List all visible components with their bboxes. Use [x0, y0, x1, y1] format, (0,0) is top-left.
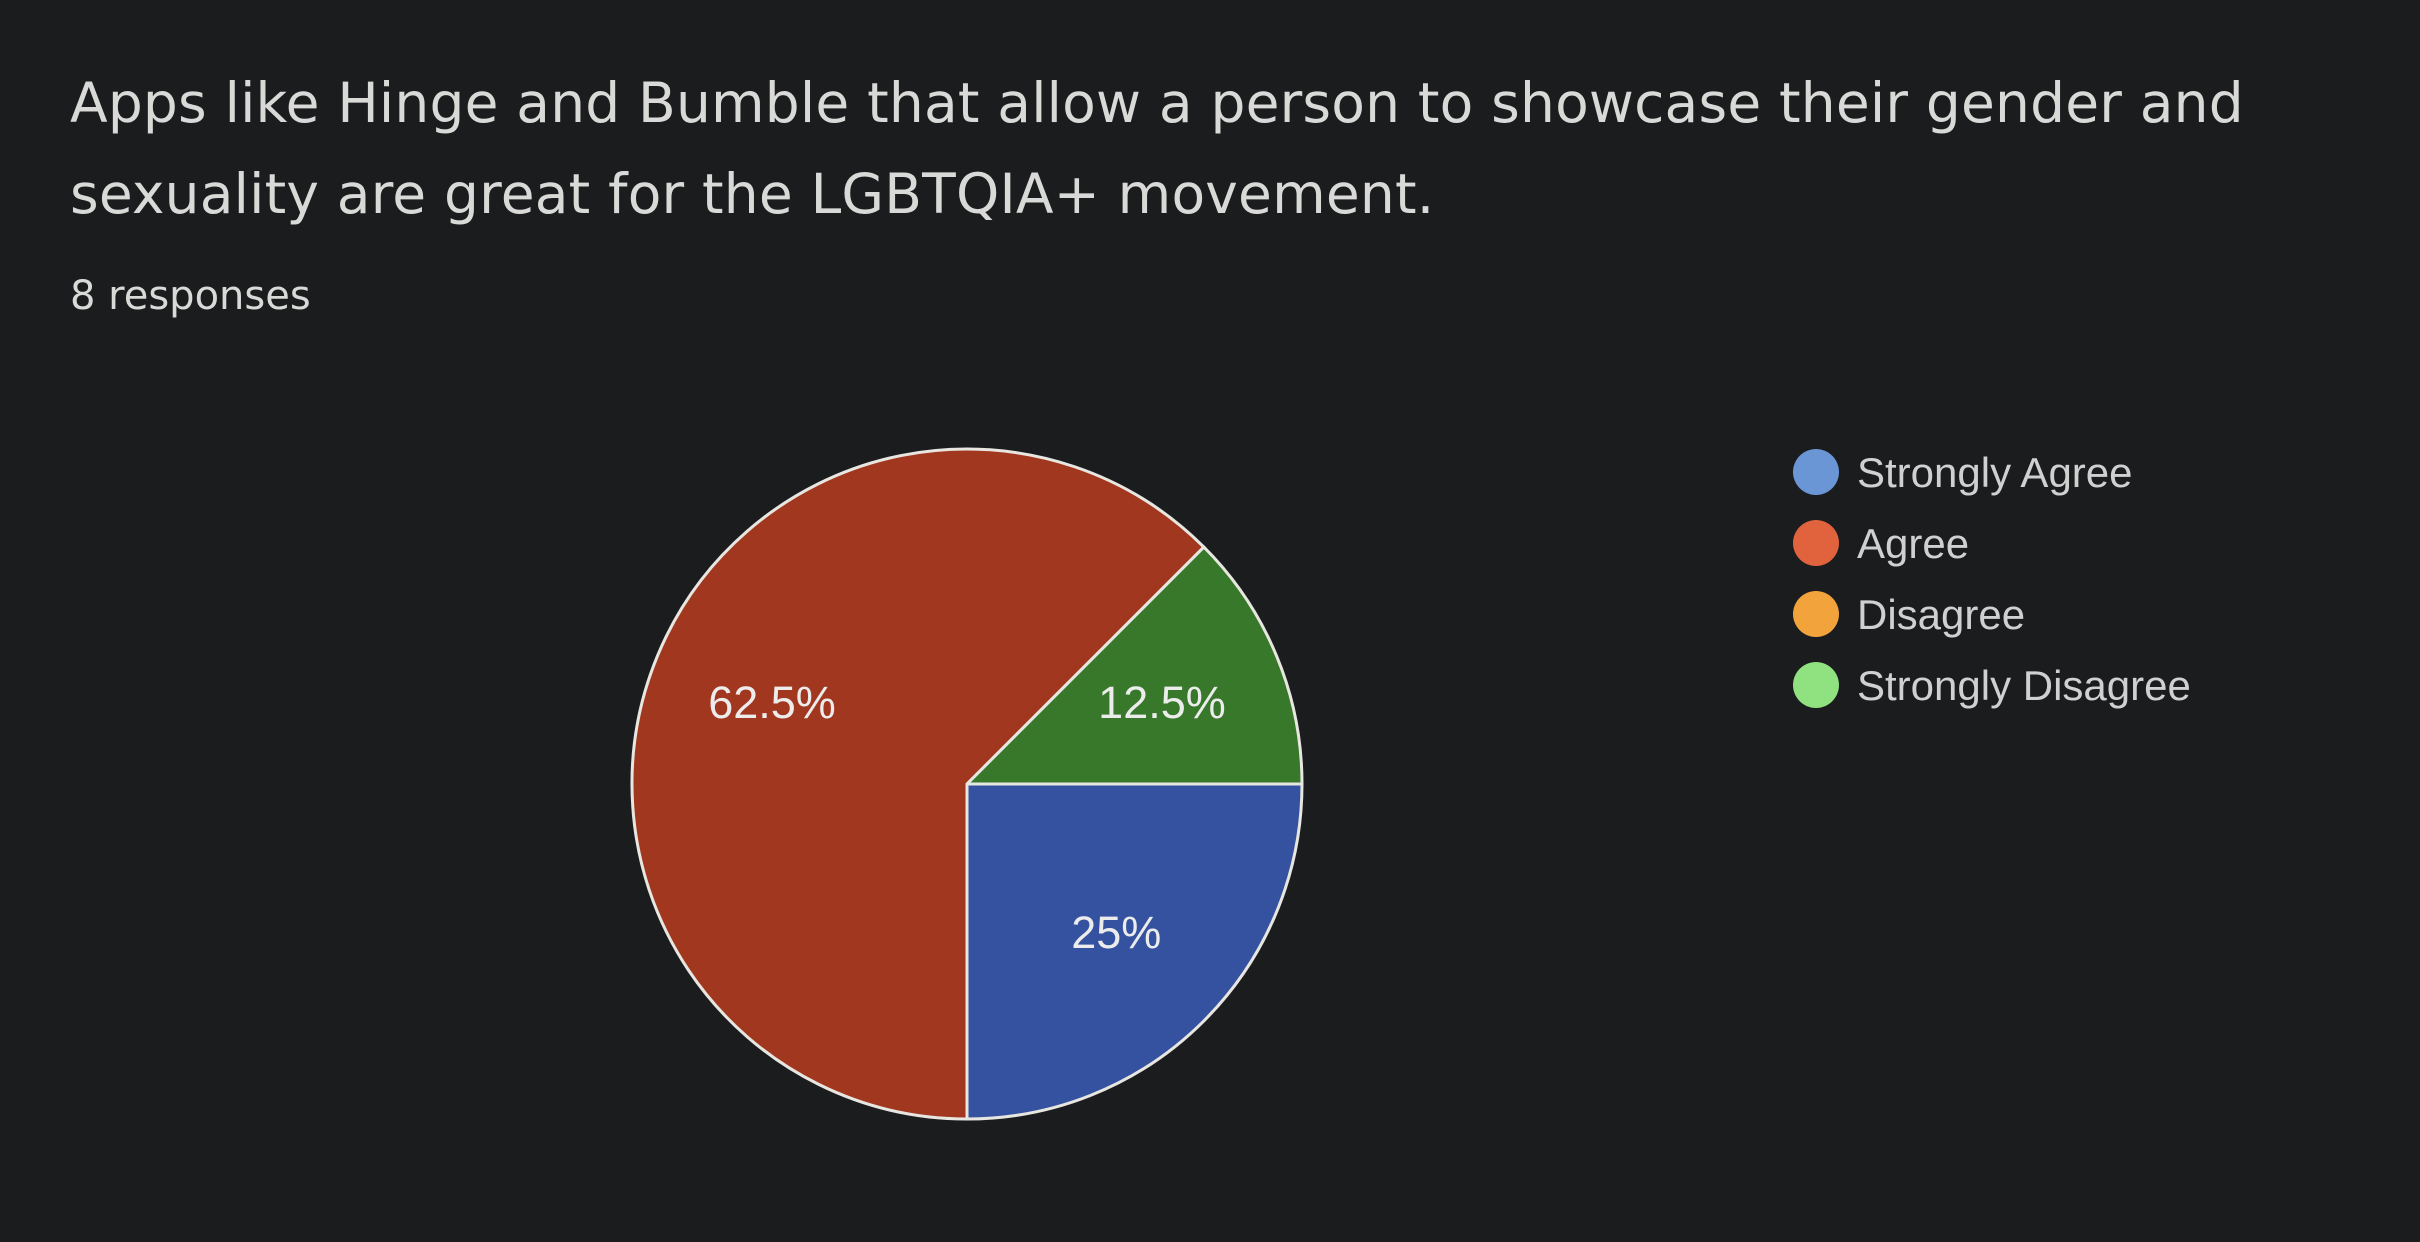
slice-label-agree: 62.5%: [708, 677, 836, 728]
pie-slice-strongly-agree[interactable]: [965, 782, 1304, 1121]
legend-swatch: [1793, 662, 1839, 708]
legend-item-strongly-agree[interactable]: Strongly Agree: [1793, 449, 2133, 496]
legend-swatch: [1793, 520, 1839, 566]
pie-slices: [630, 447, 1304, 1121]
pie-slice-agree[interactable]: [630, 447, 1206, 1121]
slice-label-strongly-disagree: 12.5%: [1098, 677, 1226, 728]
chart-legend: Strongly Agree Agree Disagree Strongly Disa…: [1793, 449, 2191, 709]
legend-label: Disagree: [1857, 591, 2025, 638]
legend-swatch: [1793, 449, 1839, 495]
legend-item-disagree[interactable]: Disagree: [1793, 591, 2025, 638]
legend-swatch: [1793, 591, 1839, 637]
pie-labels: 25% 62.5% 12.5%: [708, 677, 1226, 958]
response-count: 8 responses: [70, 273, 311, 319]
slice-label-strongly-agree: 25%: [1071, 907, 1161, 958]
legend-label: Strongly Disagree: [1857, 662, 2191, 709]
pie-slice-strongly-disagree[interactable]: [965, 545, 1304, 786]
legend-label: Strongly Agree: [1857, 449, 2133, 496]
legend-item-agree[interactable]: Agree: [1793, 520, 1969, 567]
legend-item-strongly-disagree[interactable]: Strongly Disagree: [1793, 662, 2191, 709]
legend-label: Agree: [1857, 520, 1969, 567]
question-title: Apps like Hinge and Bumble that allow a …: [70, 71, 2244, 226]
